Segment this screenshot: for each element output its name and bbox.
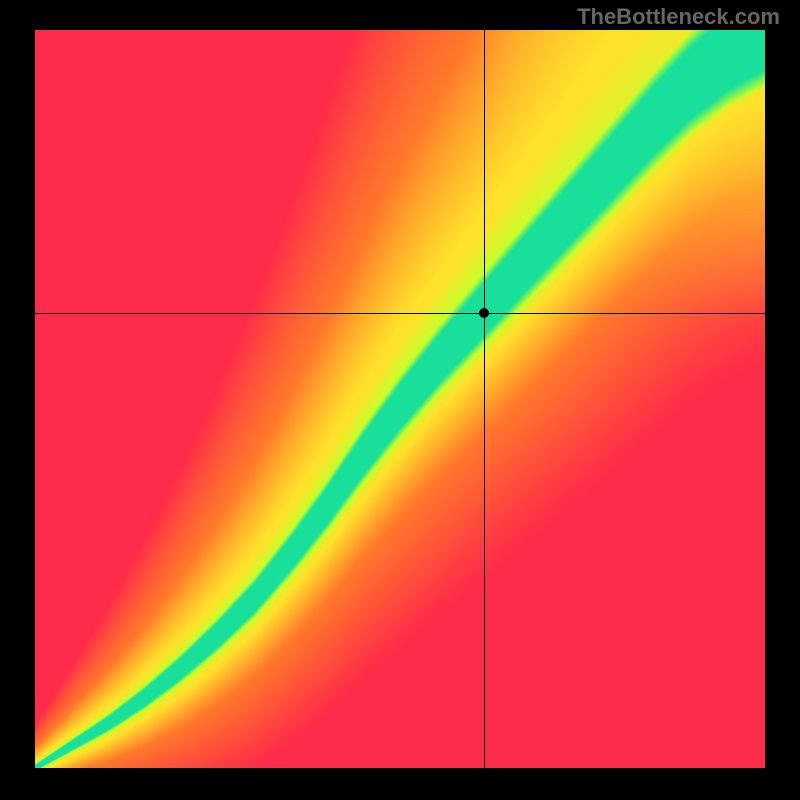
data-point-marker xyxy=(479,308,489,318)
crosshair-vertical xyxy=(484,30,485,768)
crosshair-horizontal xyxy=(35,313,765,314)
heatmap-canvas xyxy=(35,30,765,768)
watermark-text: TheBottleneck.com xyxy=(577,4,780,30)
heatmap-plot xyxy=(35,30,765,768)
